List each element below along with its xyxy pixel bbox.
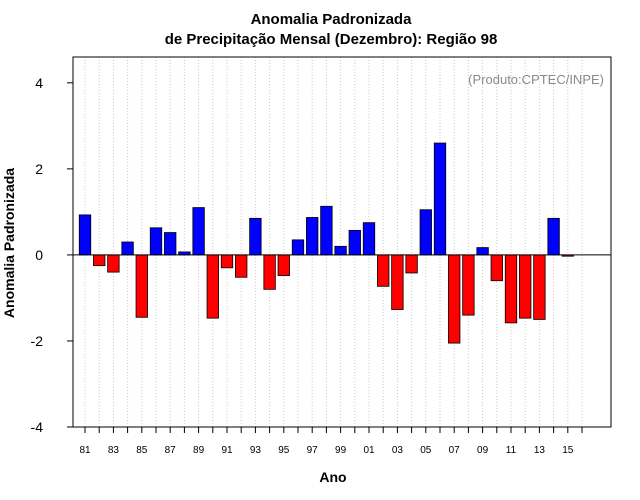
bar-1990 — [206, 254, 219, 319]
bar-1982 — [93, 254, 106, 267]
y-tick-label: -2 — [31, 333, 44, 349]
bar-1995 — [277, 254, 290, 276]
source-annotation: (Produto:CPTEC/INPE) — [468, 72, 604, 87]
x-tick-label: 81 — [79, 445, 91, 456]
bar-1991 — [220, 254, 234, 269]
x-axis-title: Ano — [319, 469, 346, 485]
bar-1998 — [320, 205, 333, 256]
bar-1989 — [192, 207, 205, 256]
bar-2014 — [547, 217, 560, 256]
chart-subtitle: de Precipitação Mensal (Dezembro): Regiã… — [165, 31, 498, 48]
x-tick-label: 85 — [136, 445, 148, 456]
bar-2005 — [419, 209, 432, 256]
bar-2001 — [362, 222, 376, 256]
x-tick-label: 95 — [278, 445, 290, 456]
x-tick-label: 07 — [449, 445, 461, 456]
bar-2006 — [433, 142, 447, 256]
x-tick-label: 89 — [193, 445, 205, 456]
bar-2010 — [490, 254, 503, 282]
bar-1983 — [107, 254, 120, 273]
bar-1981 — [78, 214, 92, 256]
chart-title: Anomalia Padronizada — [251, 11, 413, 28]
bar-2012 — [519, 254, 532, 319]
x-tick-label: 05 — [420, 445, 432, 456]
x-tick-label: 91 — [221, 445, 233, 456]
x-tick-label: 83 — [108, 445, 120, 456]
bar-2011 — [504, 254, 518, 324]
bar-1999 — [334, 245, 347, 256]
y-tick-label: -4 — [31, 419, 44, 435]
bar-2003 — [391, 254, 404, 310]
bar-1997 — [306, 217, 319, 256]
bar-1994 — [263, 254, 276, 290]
x-tick-label: 87 — [165, 445, 177, 456]
x-tick-label: 01 — [363, 445, 375, 456]
bar-1993 — [249, 217, 262, 256]
bars — [78, 142, 574, 344]
bar-2000 — [348, 229, 361, 256]
y-axis-title: Anomalia Padronizada — [1, 168, 17, 318]
x-tick-label: 09 — [477, 445, 489, 456]
y-tick-label: 0 — [35, 247, 43, 263]
x-tick-label: 13 — [534, 445, 546, 456]
y-axis-ticks: -4 -2 0 2 4 — [31, 75, 73, 435]
x-axis-ticks: 81 83 85 87 89 91 93 95 97 99 01 03 05 07 09 11 13 15 — [79, 427, 583, 456]
x-tick-label: 03 — [392, 445, 404, 456]
bar-1985 — [135, 254, 148, 318]
x-tick-label: 99 — [335, 445, 347, 456]
y-tick-label: 4 — [35, 75, 43, 91]
bar-1987 — [164, 232, 177, 256]
plot-frame — [72, 56, 612, 428]
x-tick-label: 15 — [562, 445, 574, 456]
bar-2002 — [377, 254, 390, 287]
bar-2008 — [462, 254, 475, 316]
y-tick-label: 2 — [35, 161, 43, 177]
bar-2007 — [448, 254, 461, 344]
x-tick-label: 11 — [506, 445, 517, 456]
x-tick-label: 97 — [307, 445, 319, 456]
bar-2009 — [476, 247, 489, 256]
bar-2004 — [405, 254, 418, 274]
bar-1996 — [291, 239, 305, 256]
bar-1986 — [149, 227, 163, 256]
bar-1992 — [235, 254, 248, 278]
x-tick-label: 93 — [250, 445, 262, 456]
bar-2013 — [533, 254, 546, 320]
bar-1984 — [121, 241, 134, 256]
